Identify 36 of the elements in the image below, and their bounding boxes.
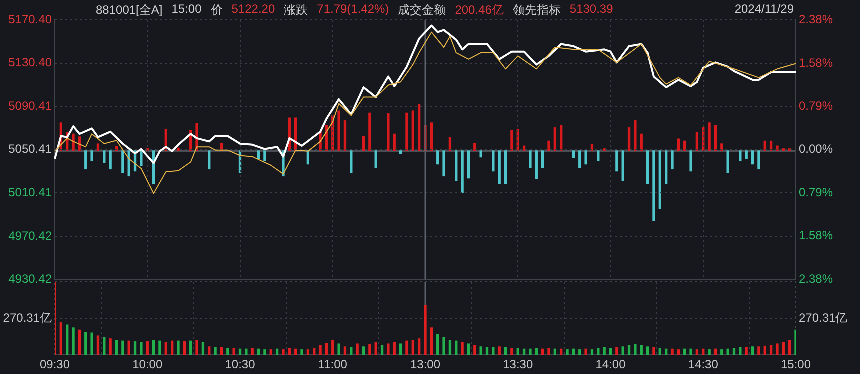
x-tick-label: 14:30 [688, 358, 719, 372]
text: 200.46亿 [455, 2, 504, 17]
text: 领先指标 [512, 2, 561, 17]
y-tick-label: 5010.41 [8, 186, 52, 200]
y-tick-label: 5090.41 [8, 98, 52, 113]
text: 涨跌 [284, 2, 308, 17]
text: 5122.20 [232, 2, 276, 17]
y2-tick-label: 2.38% [799, 272, 834, 286]
y2-tick-label: 0.00% [799, 142, 834, 156]
y2-tick-label: 0.79% [799, 99, 834, 114]
y-tick-label: 5050.41 [8, 142, 52, 156]
y-tick-label: 5170.40 [8, 12, 52, 26]
x-tick-label: 14:00 [596, 358, 626, 372]
x-tick-label: 13:30 [503, 358, 534, 372]
y-tick-label: 4970.42 [8, 228, 52, 243]
chart-title: 881001[全A] [96, 2, 163, 17]
text: 成交金额 [398, 2, 446, 17]
text: 270.31亿 [799, 310, 848, 325]
y-tick-label: 4930.42 [8, 272, 52, 286]
y2-tick-label: 0.79% [799, 185, 834, 200]
x-tick-label: 10:30 [225, 358, 256, 372]
x-tick-label: 15:00 [780, 358, 812, 372]
x-tick-label: 10:00 [132, 358, 163, 372]
text: 270.31亿 [3, 310, 52, 325]
x-tick-label: 13:00 [410, 358, 441, 372]
x-tick-label: 09:30 [40, 358, 70, 372]
text: 5130.39 [570, 2, 614, 17]
y2-tick-label: 1.58% [799, 56, 834, 70]
text: 71.79(1.42%) [317, 2, 390, 17]
y-tick-label: 5130.40 [8, 56, 52, 70]
y2-tick-label: 1.58% [799, 228, 834, 242]
text: 15:00 [172, 2, 202, 17]
text: 价 [210, 2, 223, 17]
y2-tick-label: 2.38% [799, 12, 834, 26]
chart-subtitle: 2024/11/29 [734, 2, 794, 16]
x-tick-label: 11:00 [318, 358, 348, 372]
